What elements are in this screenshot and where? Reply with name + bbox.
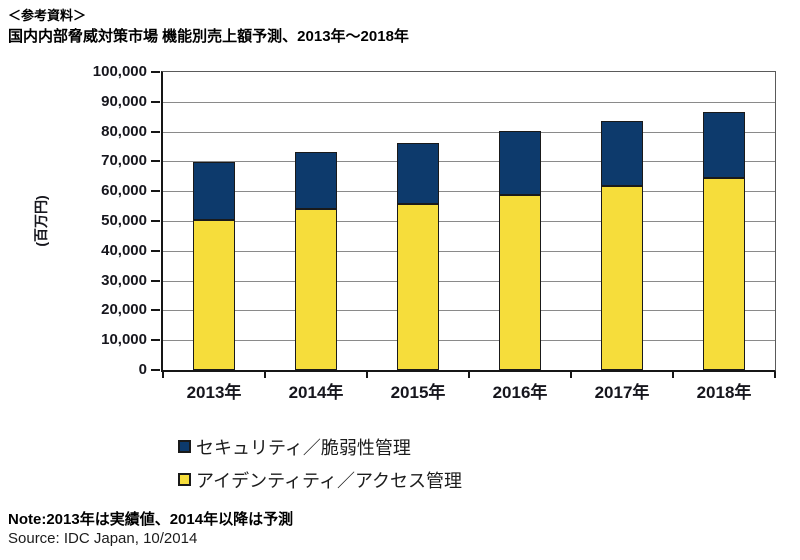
gridline xyxy=(163,161,775,163)
gridline xyxy=(163,340,775,342)
x-axis-tick xyxy=(672,372,674,378)
bar-segment-identity-access-2017年 xyxy=(601,186,643,370)
source: Source: IDC Japan, 10/2014 xyxy=(8,530,198,547)
bar-segment-security-vulnerability-2018年 xyxy=(703,111,745,179)
y-axis-tick-label: 20,000 xyxy=(101,301,147,319)
y-axis-tick-label: 0 xyxy=(138,361,147,378)
y-axis-tick xyxy=(151,130,160,133)
bar-segment-security-vulnerability-2014年 xyxy=(295,152,337,210)
x-axis-label: 2016年 xyxy=(492,383,548,402)
gridline xyxy=(163,131,775,133)
y-axis-tick xyxy=(151,279,160,282)
x-axis-label: 2015年 xyxy=(390,383,446,402)
y-axis-tick-label: 50,000 xyxy=(101,212,147,229)
legend-label-identity-access: アイデンティティ／アクセス管理 xyxy=(196,470,463,491)
y-axis-tick xyxy=(151,100,160,103)
gridline xyxy=(163,280,775,282)
y-axis-tick xyxy=(151,369,160,371)
x-axis-tick xyxy=(162,372,164,378)
x-axis-tick xyxy=(468,372,470,378)
y-axis-tick-label: 40,000 xyxy=(101,241,147,259)
legend-label-security-vulnerability: セキュリティ／脆弱性管理 xyxy=(196,437,411,458)
x-axis-label: 2013年 xyxy=(186,383,242,402)
legend-swatch-yellow xyxy=(178,473,191,486)
gridline xyxy=(163,101,775,103)
bar-segment-identity-access-2016年 xyxy=(499,194,541,370)
y-axis-tick xyxy=(151,160,160,163)
y-axis-tick-label: 60,000 xyxy=(101,182,147,200)
x-axis-tick xyxy=(570,372,572,378)
chart-title: 国内内部脅威対策市場 機能別売上額予測、2013年～2018年 xyxy=(8,28,409,45)
gridline xyxy=(163,221,775,222)
bar-segment-security-vulnerability-2013年 xyxy=(193,162,235,221)
plot-area xyxy=(161,71,776,372)
x-axis-label: 2018年 xyxy=(696,383,752,402)
y-axis-tick xyxy=(151,190,160,193)
gridline xyxy=(163,191,775,193)
note: Note:2013年は実績値、2014年以降は予測 xyxy=(8,511,294,528)
bar-segment-identity-access-2018年 xyxy=(703,178,745,370)
x-axis-tick xyxy=(774,372,776,378)
gridline xyxy=(163,250,775,252)
y-axis-tick xyxy=(151,71,160,73)
y-axis-tick-label: 30,000 xyxy=(101,271,147,289)
x-axis-label: 2017年 xyxy=(594,383,650,402)
gridline xyxy=(163,310,775,312)
x-axis-tick xyxy=(366,372,368,378)
legend-swatch-navy xyxy=(178,440,191,453)
bar-segment-security-vulnerability-2016年 xyxy=(499,130,541,195)
legend-item-identity-access: アイデンティティ／アクセス管理 xyxy=(178,469,463,491)
bar-segment-identity-access-2013年 xyxy=(193,220,235,370)
bar-segment-identity-access-2015年 xyxy=(397,203,439,370)
y-axis-tick-label: 80,000 xyxy=(101,122,147,140)
y-axis-tick xyxy=(151,339,160,342)
y-axis-tick-label: 100,000 xyxy=(92,63,147,80)
x-axis-tick xyxy=(264,372,266,378)
bar-segment-security-vulnerability-2017年 xyxy=(601,121,643,187)
y-axis-tick xyxy=(151,249,160,252)
bar-segment-identity-access-2014年 xyxy=(295,209,337,370)
y-axis-tick-label: 90,000 xyxy=(101,92,147,110)
y-axis-tick xyxy=(151,309,160,312)
legend: セキュリティ／脆弱性管理 アイデンティティ／アクセス管理 xyxy=(178,436,462,502)
legend-item-security-vulnerability: セキュリティ／脆弱性管理 xyxy=(178,436,462,458)
y-axis-tick xyxy=(151,220,160,222)
y-axis-tick-label: 70,000 xyxy=(101,152,147,170)
x-axis-label: 2014年 xyxy=(288,383,344,402)
y-axis-tick-label: 10,000 xyxy=(101,331,147,349)
reference-label: ＜参考資料＞ xyxy=(8,8,87,23)
bar-segment-security-vulnerability-2015年 xyxy=(397,142,439,204)
